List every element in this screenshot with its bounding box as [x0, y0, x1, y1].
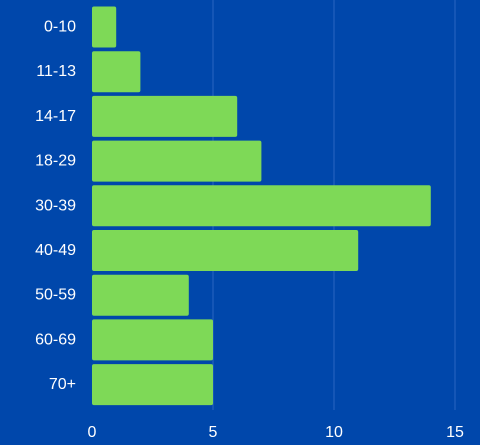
bar-2: [92, 95, 238, 137]
category-label-8: 70+: [49, 376, 76, 393]
category-label-7: 60-69: [35, 331, 76, 348]
category-labels: 0-10 11-13 14-17 18-29 30-39 40-49 50-59 60-69 7…: [35, 19, 76, 394]
bar-3: [92, 140, 262, 182]
bar-4: [92, 185, 431, 227]
category-label-1: 11-13: [36, 63, 76, 80]
x-tick-label-1: 5: [209, 424, 218, 440]
category-label-4: 30-39: [35, 197, 76, 214]
bar-1: [92, 51, 141, 93]
bar-5: [92, 230, 359, 271]
x-tick-label-3: 15: [446, 424, 464, 440]
category-label-5: 40-49: [35, 242, 76, 259]
category-label-0: 0-10: [44, 19, 76, 36]
x-tick-labels: 0 5 10 15: [88, 424, 464, 441]
x-tick-label-0: 0: [88, 424, 97, 440]
category-label-3: 18-29: [35, 153, 76, 170]
category-label-6: 50-59: [35, 287, 76, 304]
bar-0: [92, 6, 117, 48]
x-tick-label-2: 10: [325, 424, 343, 440]
bar-6: [92, 274, 189, 316]
category-label-2: 14-17: [35, 108, 76, 125]
bars: [92, 6, 431, 406]
bar-8: [92, 364, 213, 406]
bar-7: [92, 319, 213, 361]
